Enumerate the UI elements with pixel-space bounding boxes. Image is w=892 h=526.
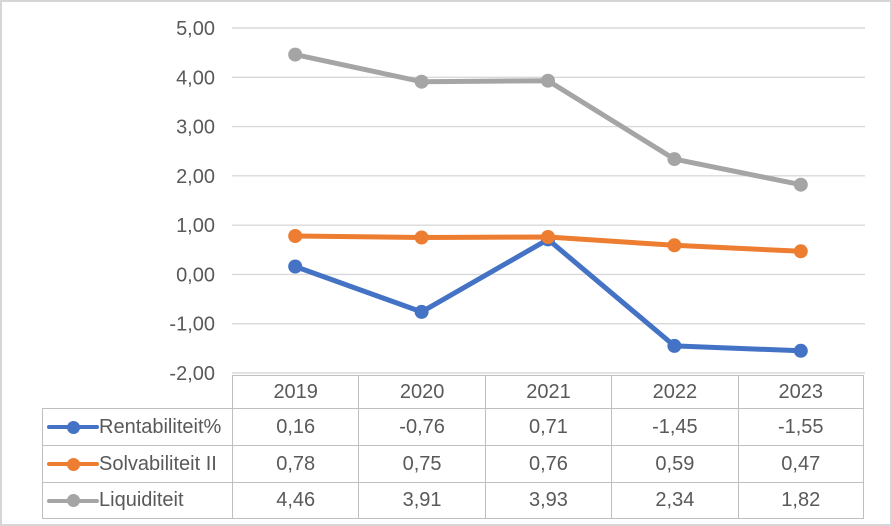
y-axis-tick-label: -1,00: [169, 314, 215, 336]
table-corner-placeholder: [42, 375, 232, 408]
table-value-cell: -1,55: [737, 408, 864, 445]
table-value-cell: 1,82: [737, 482, 864, 519]
data-point-marker: [793, 177, 808, 192]
data-point-marker: [667, 152, 682, 167]
data-point-marker: [793, 244, 808, 259]
table-value-cell: -1,45: [611, 408, 738, 445]
legend-label: Rentabiliteit%: [99, 415, 222, 438]
table-value-cell: 0,76: [484, 445, 612, 482]
data-point-marker: [288, 47, 303, 62]
table-value-cell: -0,76: [358, 408, 485, 445]
legend-label: Solvabiliteit II: [99, 452, 217, 475]
data-point-marker: [288, 259, 303, 274]
table-value-cell: 0,75: [358, 445, 485, 482]
year-header: 2020: [358, 375, 485, 408]
table-value-cell: 3,93: [484, 482, 612, 519]
legend-marker-icon: [47, 493, 99, 508]
table-value-cell: 0,78: [232, 445, 359, 482]
data-point-marker: [793, 343, 808, 358]
chart-data-table: 2019 2020 2021 2022 2023 Rentabiliteit% 0,16 -0…: [42, 375, 864, 519]
y-axis-tick-label: 2,00: [176, 166, 215, 188]
y-axis-tick-label: 5,00: [176, 18, 215, 40]
y-axis-tick-label: 4,00: [176, 67, 215, 89]
table-value-cell: 0,59: [611, 445, 738, 482]
table-value-cell: 4,46: [232, 482, 359, 519]
year-header: 2021: [484, 375, 612, 408]
table-value-cell: 2,34: [611, 482, 738, 519]
year-header: 2023: [737, 375, 864, 408]
table-value-cell: 0,71: [484, 408, 612, 445]
legend-item: Rentabiliteit%: [42, 408, 232, 445]
legend-item: Solvabiliteit II: [42, 445, 232, 482]
data-point-marker: [667, 238, 682, 253]
series-line-rentabiliteit-: [292, 236, 804, 354]
y-axis-tick-label: -2,00: [169, 363, 215, 385]
data-point-marker: [414, 74, 429, 89]
year-header: 2019: [232, 375, 359, 408]
legend-marker-icon: [47, 457, 99, 472]
legend-marker-icon: [47, 420, 99, 435]
data-point-marker: [541, 73, 555, 88]
y-axis-tick-label: 0,00: [176, 264, 215, 286]
year-header: 2022: [611, 375, 738, 408]
table-value-cell: 3,91: [358, 482, 485, 519]
y-axis-tick-label: 3,00: [176, 117, 215, 139]
data-point-marker: [667, 338, 682, 353]
data-point-marker: [414, 304, 429, 319]
legend-label: Liquiditeit: [99, 489, 184, 511]
data-point-marker: [541, 230, 555, 244]
legend-item: Liquiditeit: [42, 482, 232, 519]
table-value-cell: 0,47: [737, 445, 864, 482]
data-point-marker: [288, 229, 303, 243]
table-value-cell: 0,16: [232, 408, 359, 445]
data-point-marker: [414, 230, 429, 245]
y-axis-tick-label: 1,00: [176, 215, 215, 237]
